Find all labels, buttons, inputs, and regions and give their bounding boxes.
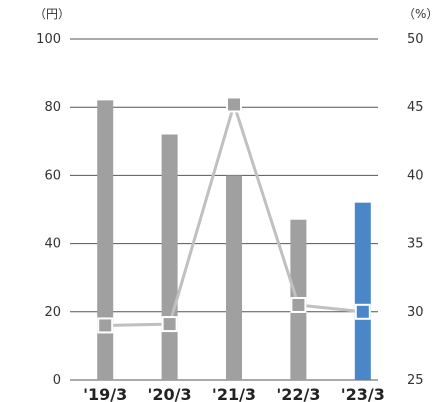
left-tick-label: 80 [44,100,61,115]
bar-layer [97,100,371,380]
right-tick-label: 25 [407,373,424,388]
category-label: '19/3 [83,385,127,402]
grid-layer [70,38,378,381]
marker-layer [97,96,371,334]
payout-ratio-marker [290,296,307,313]
left-axis-unit: （円） [34,7,70,21]
category-label: '20/3 [148,385,192,402]
right-tick-label: 45 [407,100,424,115]
dividend-bar [97,100,114,380]
left-tick-label: 20 [44,305,61,320]
label-layer: 0 20 40 60 80 100 25 30 35 40 45 50 （円） （%） '19/3 '20/3… [34,7,438,402]
right-axis-unit: （%） [403,7,438,21]
right-tick-label: 40 [407,168,424,183]
dividend-bar [161,134,178,380]
left-tick-label: 0 [53,373,61,388]
dividend-bar [354,202,371,380]
dividend-bar [226,175,242,380]
payout-ratio-marker [161,316,178,333]
payout-ratio-marker [354,303,371,320]
category-label: '21/3 [212,385,256,402]
left-tick-label: 60 [44,168,61,183]
payout-ratio-marker [97,317,114,334]
left-tick-label: 40 [44,237,61,252]
right-tick-label: 50 [407,32,424,47]
left-tick-label: 100 [36,32,61,47]
right-tick-label: 35 [407,237,424,252]
category-label: '22/3 [276,385,320,402]
payout-ratio-marker [226,96,242,113]
category-label: '23/3 [341,385,385,402]
right-tick-label: 30 [407,305,424,320]
